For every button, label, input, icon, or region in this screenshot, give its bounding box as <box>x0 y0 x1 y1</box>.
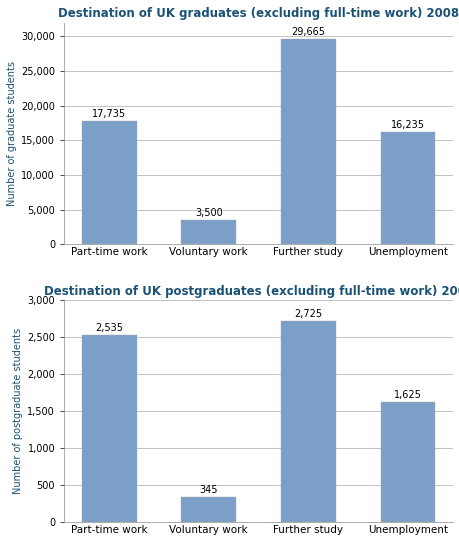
Bar <box>181 497 235 522</box>
Text: 2,725: 2,725 <box>294 308 322 319</box>
Text: 345: 345 <box>199 485 218 494</box>
Title: Destination of UK postgraduates (excluding full-time work) 2008: Destination of UK postgraduates (excludi… <box>44 285 459 298</box>
Text: 16,235: 16,235 <box>390 120 424 130</box>
Y-axis label: Number of graduate students: Number of graduate students <box>7 61 17 206</box>
Text: 17,735: 17,735 <box>92 109 126 119</box>
Bar <box>380 402 434 522</box>
Bar <box>280 321 335 522</box>
Bar <box>380 132 434 244</box>
Text: 2,535: 2,535 <box>95 322 123 333</box>
Bar <box>82 335 136 522</box>
Title: Destination of UK graduates (excluding full-time work) 2008: Destination of UK graduates (excluding f… <box>58 7 458 20</box>
Text: 29,665: 29,665 <box>291 27 325 37</box>
Bar <box>82 121 136 244</box>
Y-axis label: Number of postgraduate students: Number of postgraduate students <box>13 328 23 494</box>
Text: 1,625: 1,625 <box>393 390 421 400</box>
Bar <box>181 220 235 244</box>
Bar <box>280 38 335 244</box>
Text: 3,500: 3,500 <box>195 208 222 218</box>
